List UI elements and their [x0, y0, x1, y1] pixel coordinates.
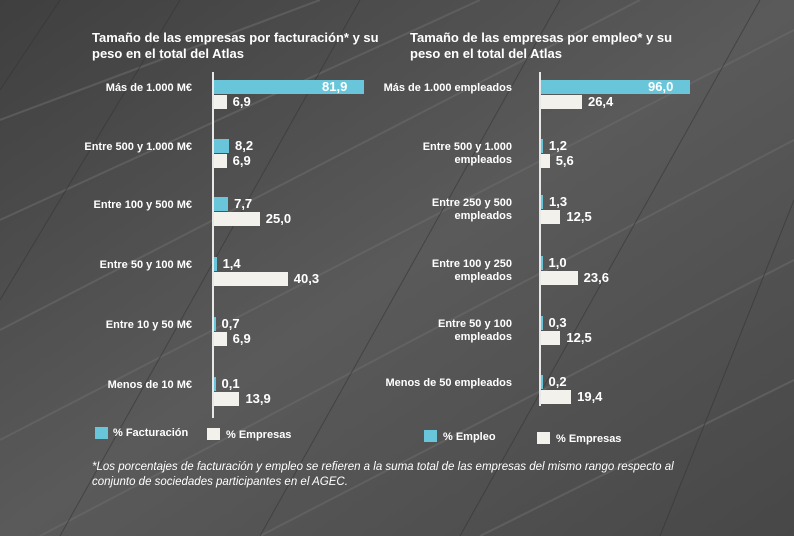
- left-value-label-empresas: 6,9: [232, 94, 251, 109]
- right-bar-primary: [541, 256, 543, 270]
- left-bar-primary: [214, 80, 364, 94]
- left-category-label: Menos de 10 M€: [107, 379, 192, 391]
- left-value-label-primary: 81,9: [322, 79, 348, 94]
- left-bar-empresas: [214, 212, 260, 226]
- legend-swatch-empleo: [424, 430, 437, 442]
- left-value-label-empresas: 40,3: [293, 271, 320, 286]
- left-category-label: Más de 1.000 M€: [105, 82, 192, 94]
- legend-label-empresas-right: % Empresas: [556, 433, 622, 445]
- left-chart-axis: [212, 72, 214, 418]
- right-bar-empresas: [541, 210, 561, 224]
- legend-swatch-empresas-right: [537, 432, 550, 444]
- left-value-label-primary: 8,2: [235, 138, 254, 153]
- left-value-label-empresas: 25,0: [265, 211, 292, 226]
- left-bar-primary: [214, 139, 230, 153]
- left-value-label-primary: 1,4: [222, 256, 241, 271]
- left-bar-empresas: [214, 392, 240, 406]
- left-category-label: Entre 100 y 500 M€: [93, 199, 192, 211]
- right-bar-empresas: [541, 271, 578, 285]
- left-value-label-empresas: 6,9: [232, 153, 251, 168]
- right-value-label-empresas: 19,4: [577, 389, 603, 404]
- left-value-label-primary: 0,7: [221, 316, 240, 331]
- right-bar-empresas: [541, 390, 572, 404]
- right-bar-primary: [541, 80, 690, 94]
- left-bar-empresas: [214, 332, 227, 346]
- footnote: *Los porcentajes de facturación y empleo…: [92, 461, 674, 488]
- right-bar-empresas: [541, 331, 561, 345]
- left-bar-primary: [214, 317, 216, 331]
- right-value-label-primary: 1,2: [548, 138, 567, 153]
- right-category-label: Más de 1.000 empleados: [383, 82, 512, 94]
- right-value-label-empresas: 26,4: [587, 94, 614, 109]
- left-bar-empresas: [214, 154, 227, 168]
- right-category-label: Entre 250 y 500 empleados: [431, 197, 512, 222]
- right-value-label-primary: 96,0: [648, 79, 674, 94]
- left-bar-primary: [214, 257, 217, 271]
- legend-swatch-empresas-left: [207, 428, 220, 440]
- right-bar-empresas: [541, 154, 550, 168]
- left-bar-primary: [214, 377, 216, 391]
- left-bar-empresas: [214, 95, 227, 109]
- left-value-label-primary: 7,7: [234, 196, 253, 211]
- left-value-label-primary: 0,1: [221, 376, 240, 391]
- left-chart-title: Tamaño de las empresas por facturación* …: [92, 30, 379, 61]
- legend-label-empresas-left: % Empresas: [226, 429, 292, 441]
- right-chart-axis: [539, 72, 541, 406]
- right-category-label: Entre 100 y 250 empleados: [431, 258, 512, 283]
- right-bar-primary: [541, 316, 543, 330]
- right-chart-title: Tamaño de las empresas por empleo* y su …: [410, 30, 673, 61]
- right-value-label-empresas: 12,5: [566, 330, 592, 345]
- legend-label-empleo: % Empleo: [443, 431, 496, 443]
- right-value-label-empresas: 23,6: [583, 270, 609, 285]
- right-value-label-empresas: 5,6: [555, 153, 574, 168]
- left-bar-primary: [214, 197, 229, 211]
- right-bar-empresas: [541, 95, 582, 109]
- right-category-label: Menos de 50 empleados: [385, 377, 512, 389]
- right-value-label-primary: 1,3: [549, 194, 568, 209]
- right-value-label-primary: 1,0: [548, 255, 567, 270]
- right-category-label: Entre 50 y 100 empleados: [438, 318, 512, 343]
- left-value-label-empresas: 13,9: [245, 391, 271, 406]
- right-value-label-primary: 0,3: [548, 315, 567, 330]
- left-category-label: Entre 500 y 1.000 M€: [84, 141, 192, 153]
- left-value-label-empresas: 6,9: [232, 331, 251, 346]
- right-bar-primary: [541, 195, 544, 209]
- right-category-label: Entre 500 y 1.000 empleados: [422, 141, 512, 166]
- legend-label-facturacion: % Facturación: [113, 427, 189, 439]
- right-value-label-empresas: 12,5: [566, 209, 592, 224]
- legend-swatch-facturacion: [95, 427, 108, 439]
- left-bar-empresas: [214, 272, 288, 286]
- right-bar-primary: [541, 139, 543, 153]
- right-bar-primary: [541, 375, 543, 389]
- right-value-label-primary: 0,2: [548, 374, 567, 389]
- left-category-label: Entre 10 y 50 M€: [105, 319, 192, 331]
- left-category-label: Entre 50 y 100 M€: [99, 259, 192, 271]
